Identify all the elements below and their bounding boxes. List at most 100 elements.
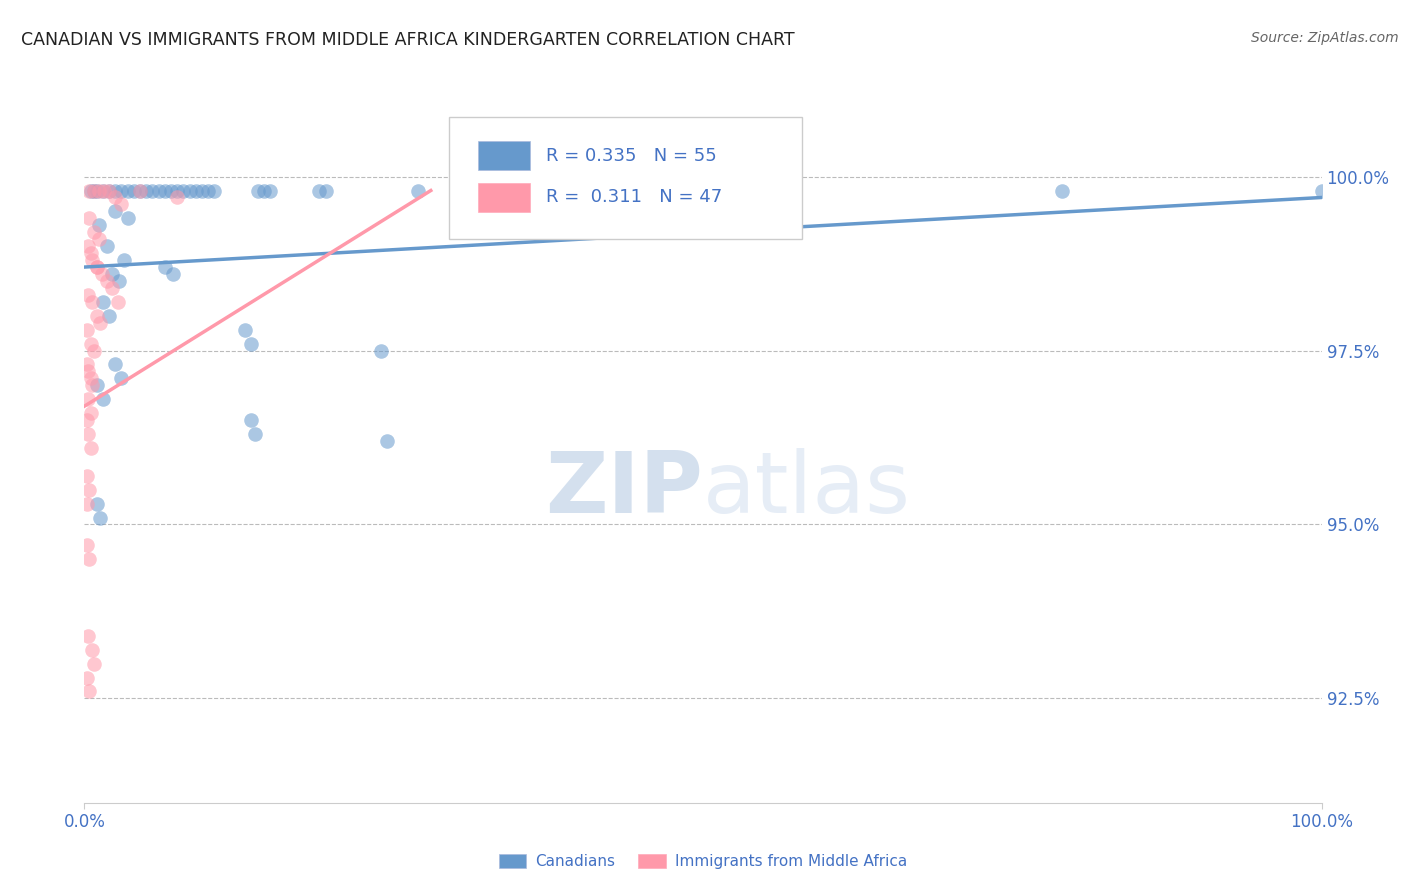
Point bbox=[117, 211, 139, 226]
Point bbox=[377, 434, 399, 448]
Point bbox=[83, 184, 105, 198]
Point bbox=[1310, 184, 1333, 198]
Point bbox=[79, 406, 101, 420]
Point bbox=[110, 184, 132, 198]
Point bbox=[91, 184, 114, 198]
Point bbox=[741, 184, 763, 198]
Point bbox=[172, 184, 194, 198]
Point bbox=[79, 684, 101, 698]
Point bbox=[110, 371, 132, 385]
Point bbox=[162, 267, 184, 281]
Point bbox=[80, 378, 103, 392]
Point bbox=[77, 392, 100, 407]
Point bbox=[79, 336, 101, 351]
Point bbox=[117, 184, 139, 198]
Point bbox=[308, 184, 330, 198]
Point bbox=[79, 184, 101, 198]
Point bbox=[129, 184, 152, 198]
Point bbox=[77, 288, 100, 302]
Point bbox=[197, 184, 219, 198]
Point bbox=[141, 184, 163, 198]
FancyBboxPatch shape bbox=[478, 141, 530, 170]
Point bbox=[240, 336, 263, 351]
Point bbox=[86, 309, 108, 323]
Point bbox=[76, 497, 98, 511]
Point bbox=[86, 260, 108, 274]
Point bbox=[83, 657, 105, 671]
Point bbox=[240, 413, 263, 427]
Point bbox=[77, 239, 100, 253]
Point bbox=[246, 184, 269, 198]
Text: Source: ZipAtlas.com: Source: ZipAtlas.com bbox=[1251, 31, 1399, 45]
Point bbox=[93, 184, 115, 198]
Text: CANADIAN VS IMMIGRANTS FROM MIDDLE AFRICA KINDERGARTEN CORRELATION CHART: CANADIAN VS IMMIGRANTS FROM MIDDLE AFRIC… bbox=[21, 31, 794, 49]
Point bbox=[179, 184, 201, 198]
Point bbox=[108, 274, 131, 288]
Point bbox=[122, 184, 145, 198]
Point bbox=[96, 274, 118, 288]
Point bbox=[104, 184, 127, 198]
Point bbox=[315, 184, 337, 198]
FancyBboxPatch shape bbox=[478, 183, 530, 212]
Point bbox=[153, 260, 176, 274]
Point bbox=[166, 190, 188, 204]
Point bbox=[76, 358, 98, 372]
Point bbox=[153, 184, 176, 198]
Point bbox=[89, 184, 111, 198]
FancyBboxPatch shape bbox=[450, 118, 801, 239]
Point bbox=[107, 294, 129, 309]
Point bbox=[104, 190, 127, 204]
Point bbox=[91, 294, 114, 309]
Point bbox=[91, 392, 114, 407]
Point bbox=[79, 441, 101, 455]
Point bbox=[79, 371, 101, 385]
Text: R =  0.311   N = 47: R = 0.311 N = 47 bbox=[546, 188, 723, 206]
Point bbox=[160, 184, 183, 198]
Point bbox=[98, 184, 121, 198]
Point bbox=[100, 281, 122, 295]
Point bbox=[593, 184, 616, 198]
Point bbox=[79, 246, 101, 260]
Point bbox=[98, 184, 121, 198]
Point bbox=[259, 184, 281, 198]
Point bbox=[110, 197, 132, 211]
Point bbox=[80, 294, 103, 309]
Point bbox=[77, 629, 100, 643]
Point bbox=[89, 219, 111, 233]
Point bbox=[83, 343, 105, 358]
Point bbox=[96, 239, 118, 253]
Point bbox=[86, 497, 108, 511]
Point bbox=[233, 323, 256, 337]
Point bbox=[89, 232, 111, 246]
Point bbox=[76, 538, 98, 552]
Point bbox=[86, 378, 108, 392]
Point bbox=[184, 184, 207, 198]
Point bbox=[408, 184, 430, 198]
Point bbox=[370, 343, 392, 358]
Text: atlas: atlas bbox=[703, 448, 911, 532]
Point bbox=[77, 427, 100, 442]
Legend: Canadians, Immigrants from Middle Africa: Canadians, Immigrants from Middle Africa bbox=[492, 847, 914, 875]
Point bbox=[79, 483, 101, 497]
Point bbox=[202, 184, 225, 198]
Point bbox=[79, 184, 101, 198]
Point bbox=[1050, 184, 1073, 198]
Point bbox=[135, 184, 157, 198]
Point bbox=[89, 510, 111, 524]
Point bbox=[76, 468, 98, 483]
Point bbox=[243, 427, 266, 442]
Point bbox=[76, 671, 98, 685]
Point bbox=[76, 413, 98, 427]
Point bbox=[148, 184, 170, 198]
Point bbox=[90, 267, 112, 281]
Text: ZIP: ZIP bbox=[546, 448, 703, 532]
Point bbox=[98, 309, 121, 323]
Point bbox=[112, 253, 135, 268]
Point bbox=[79, 552, 101, 566]
Text: R = 0.335   N = 55: R = 0.335 N = 55 bbox=[546, 147, 717, 165]
Point bbox=[83, 184, 105, 198]
Point bbox=[100, 267, 122, 281]
Point bbox=[166, 184, 188, 198]
Point bbox=[86, 184, 108, 198]
Point bbox=[104, 358, 127, 372]
